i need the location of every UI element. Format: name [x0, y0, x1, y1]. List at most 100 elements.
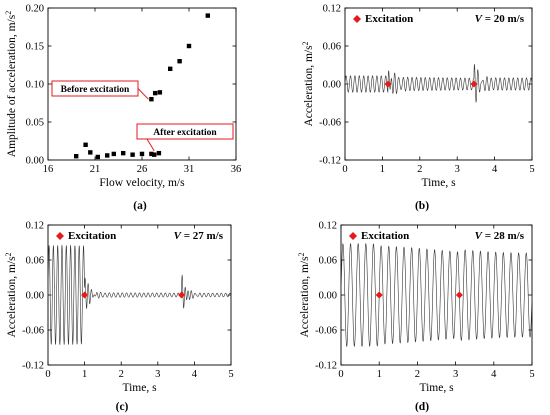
velocity-label: V = 27 m/s: [174, 230, 224, 242]
y-tick-label: -0.12: [22, 361, 44, 372]
x-tick-label: 2: [417, 164, 422, 175]
x-tick-label: 1: [82, 369, 87, 380]
excitation-marker: [455, 291, 463, 299]
y-axis-label-superscript: 2: [301, 41, 310, 45]
y-tick-label: 0.15: [26, 42, 44, 53]
legend-marker: [349, 232, 357, 240]
panel-d: 0 1 2 3 4 5 -0.12 -0.06 0.00 0.06 0.12 Time, s Accel…: [297, 221, 535, 414]
y-tick-label: 0.06: [26, 256, 44, 267]
panel-a: 16 21 26 31 36 0.00 0.05 0.10 0.15 0.20 Flow veloc…: [4, 4, 241, 213]
legend-marker: [353, 15, 361, 23]
excitation-marker: [384, 80, 392, 88]
scatter-point: [105, 153, 110, 158]
scatter-point: [121, 150, 126, 156]
x-axis-label: Flow velocity, m/s: [99, 177, 185, 189]
x-tick-label: 4: [192, 369, 198, 380]
x-tick-label: 2: [119, 369, 124, 380]
y-tick-label: 0.12: [26, 221, 44, 232]
callout-after-excitation: After excitation: [153, 128, 217, 138]
x-tick-label: 4: [492, 164, 498, 175]
y-tick-label: -0.06: [22, 326, 44, 337]
y-tick-label: 0.20: [26, 4, 44, 15]
x-tick-label: 2: [415, 369, 420, 380]
y-tick-label: 0.06: [319, 256, 337, 267]
x-axis-label: Time, s: [419, 382, 454, 394]
legend-label: Excitation: [365, 13, 413, 25]
y-axis-label: Acceleration, m/s2: [297, 252, 311, 337]
scatter-series: [74, 13, 210, 160]
scatter-point: [95, 154, 101, 160]
x-tick-label: 5: [529, 369, 534, 380]
legend-marker: [56, 232, 64, 240]
y-tick-label: -0.06: [315, 326, 337, 337]
x-tick-label: 5: [529, 164, 534, 175]
x-tick-label: 3: [453, 369, 458, 380]
x-axis-label: Time, s: [122, 382, 157, 394]
velocity-symbol: V: [475, 230, 484, 242]
panel-caption: (a): [133, 200, 147, 212]
acceleration-trace: [340, 242, 533, 348]
y-tick-label: 0.05: [26, 118, 44, 129]
velocity-value: = 28 m/s: [482, 230, 525, 242]
x-tick-label: 3: [455, 164, 460, 175]
callout-leader: [137, 88, 149, 100]
velocity-symbol: V: [475, 13, 484, 25]
x-tick-label: 36: [231, 164, 242, 175]
panel-caption: (b): [415, 200, 429, 212]
x-tick-label: 31: [184, 164, 195, 175]
scatter-point: [156, 150, 162, 156]
y-tick-label: 0.00: [26, 156, 44, 167]
velocity-value: = 27 m/s: [181, 230, 224, 242]
y-axis-label: Acceleration, m/s2: [301, 41, 315, 126]
excitation-marker: [81, 291, 89, 299]
x-tick-label: 5: [228, 369, 233, 380]
velocity-symbol: V: [174, 230, 183, 242]
y-axis-label-superscript: 2: [4, 252, 13, 256]
legend-label: Excitation: [68, 230, 116, 242]
callout-box: [136, 123, 234, 140]
callout-leader: [146, 138, 155, 152]
scatter-point: [177, 59, 182, 64]
y-tick-label: -0.12: [319, 156, 341, 167]
panel-b: 0 1 2 3 4 5 -0.12 -0.06 0.00 0.06 0.12 Time, s Accel…: [301, 4, 535, 213]
y-tick-label: 0.00: [319, 291, 337, 302]
x-tick-label: 16: [43, 164, 54, 175]
x-tick-label: 1: [377, 369, 382, 380]
y-tick-label: -0.06: [319, 118, 341, 129]
y-tick-label: 0.00: [26, 291, 44, 302]
scatter-point: [152, 90, 158, 96]
scatter-point: [205, 13, 210, 18]
acceleration-trace: [344, 64, 533, 103]
x-tick-label: 1: [380, 164, 385, 175]
panel-caption: (d): [415, 401, 429, 413]
scatter-point: [139, 151, 145, 157]
scatter-point: [149, 151, 154, 157]
velocity-label: V = 20 m/s: [475, 13, 525, 25]
scatter-point: [88, 150, 93, 155]
scatter-point: [149, 97, 154, 102]
panel-c: 0 1 2 3 4 5 -0.12 -0.06 0.00 0.06 0.12 Time, s Accel…: [4, 221, 234, 414]
x-tick-label: 3: [155, 369, 160, 380]
plot-frame: [47, 224, 232, 366]
x-tick-label: 0: [342, 164, 347, 175]
excitation-marker: [178, 291, 186, 299]
callout-before-excitation: Before excitation: [61, 85, 130, 95]
acceleration-trace: [47, 244, 232, 345]
scatter-point: [83, 142, 88, 147]
scatter-point: [152, 152, 157, 157]
y-tick-label: 0.06: [323, 42, 341, 53]
y-axis-label-superscript: 2: [4, 11, 13, 15]
y-tick-label: 0.12: [319, 221, 337, 232]
x-tick-label: 0: [45, 369, 50, 380]
y-axis-label: Amplitude of acceleration, m/s2: [4, 11, 18, 157]
scatter-point: [157, 90, 163, 95]
y-tick-label: 0.12: [323, 4, 341, 15]
legend-label: Excitation: [361, 230, 409, 242]
scatter-point: [186, 43, 192, 49]
scatter-point: [130, 152, 135, 157]
scatter-point: [168, 66, 173, 71]
y-axis-label: Acceleration, m/s2: [4, 252, 18, 337]
x-tick-label: 26: [137, 164, 148, 175]
x-axis-label: Time, s: [421, 177, 456, 189]
x-tick-label: 21: [90, 164, 101, 175]
